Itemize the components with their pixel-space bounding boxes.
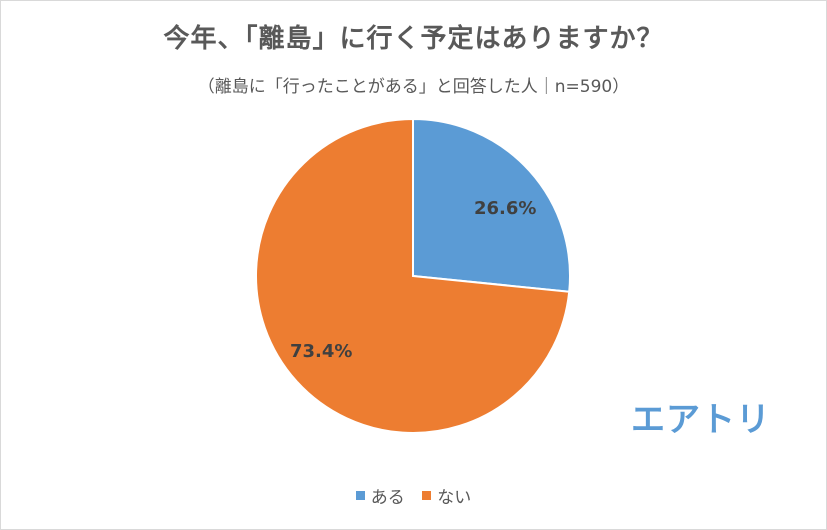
airtrip-logo: エアトリ	[631, 400, 771, 440]
pie-slice-nai	[255, 117, 571, 434]
legend-swatch-icon	[355, 491, 365, 500]
legend-label: ある	[370, 488, 405, 508]
legend-item-aru: ある	[355, 483, 405, 508]
data-label-aru: 26.6%	[474, 198, 537, 219]
data-label-nai: 73.4%	[290, 341, 353, 362]
legend-item-nai: ない	[422, 483, 471, 508]
chart-legend: ある ない	[0, 483, 827, 508]
chart-subtitle: （離島に「行ったことがある」と回答した人｜n=590）	[197, 77, 630, 97]
pie-slice-aru	[412, 117, 571, 293]
legend-label: ない	[437, 488, 472, 508]
legend-swatch-icon	[422, 491, 432, 500]
chart-title: 今年、「離島」に行く予定はありますか？	[163, 24, 664, 54]
